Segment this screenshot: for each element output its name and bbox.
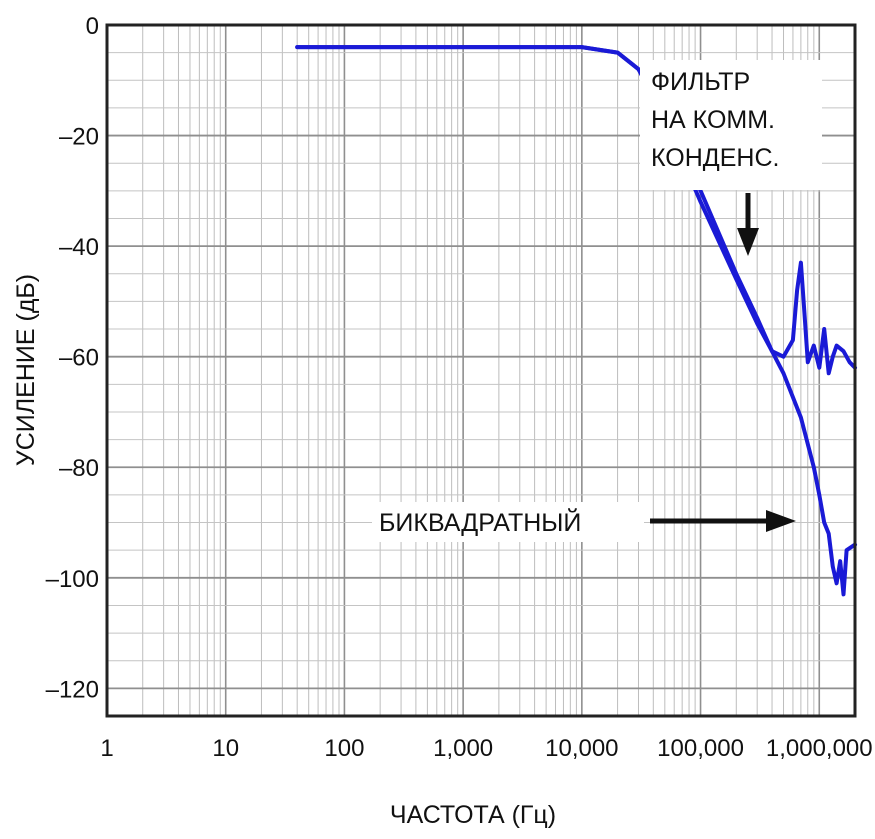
annotation-biquad-label: БИКВАДРАТНЫЙ xyxy=(379,507,581,537)
annotation-biquad-background xyxy=(372,502,644,542)
annotation-sc-line-3: КОНДЕНС. xyxy=(651,144,779,172)
x-axis-title: ЧАСТОТА (Гц) xyxy=(390,801,556,829)
x-tick-label: 10,000 xyxy=(545,735,618,762)
series-group xyxy=(295,45,857,597)
y-tick-label: –80 xyxy=(59,455,99,482)
grid xyxy=(106,24,856,717)
x-tick-labels: 1 10 100 1,000 10,000 100,000 1,000,000 xyxy=(100,735,872,762)
annotation-sc-background xyxy=(640,60,822,190)
y-tick-labels: 0 –20 –40 –60 –80 –100 –120 xyxy=(46,13,99,703)
y-tick-label: 0 xyxy=(86,13,99,40)
y-tick-label: –120 xyxy=(46,676,99,703)
annotation-biquad-arrow-head xyxy=(766,510,796,532)
annotation-sc-line-2: НА КОММ. xyxy=(651,106,775,134)
y-tick-label: –60 xyxy=(59,345,99,372)
y-tick-label: –100 xyxy=(46,566,99,593)
annotation-sc-arrow-head xyxy=(737,228,759,256)
plot-frame xyxy=(105,23,857,718)
x-tick-label: 100,000 xyxy=(657,735,744,762)
x-tick-label: 100 xyxy=(324,735,364,762)
x-tick-label: 1,000,000 xyxy=(766,735,873,762)
x-tick-label: 1,000 xyxy=(433,735,493,762)
x-tick-label: 10 xyxy=(212,735,239,762)
series-line-biquad xyxy=(295,45,857,597)
y-tick-label: –40 xyxy=(59,234,99,261)
y-axis-title: УСИЛЕНИЕ (дБ) xyxy=(12,274,40,466)
y-tick-label: –20 xyxy=(59,124,99,151)
x-tick-label: 1 xyxy=(100,735,113,762)
annotation-sc-line-1: ФИЛЬТР xyxy=(651,68,750,96)
